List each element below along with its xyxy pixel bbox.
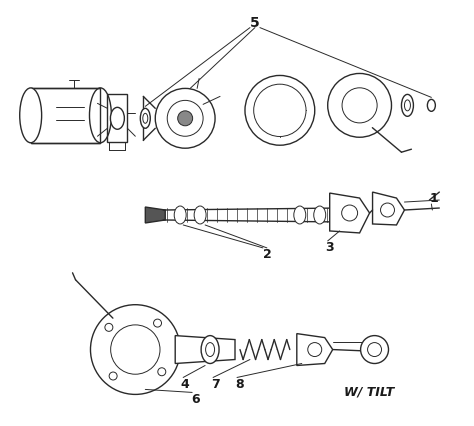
- Polygon shape: [175, 336, 235, 363]
- Text: 4: 4: [181, 378, 190, 391]
- Circle shape: [178, 111, 192, 126]
- Circle shape: [361, 336, 389, 363]
- Ellipse shape: [294, 206, 306, 224]
- Text: 6: 6: [191, 393, 200, 406]
- Polygon shape: [373, 192, 404, 225]
- Circle shape: [254, 84, 306, 136]
- Ellipse shape: [428, 99, 435, 111]
- Polygon shape: [108, 95, 128, 142]
- Text: 1: 1: [430, 192, 439, 204]
- Ellipse shape: [194, 206, 206, 224]
- Polygon shape: [146, 207, 165, 223]
- Text: 5: 5: [250, 16, 260, 30]
- Text: 2: 2: [263, 248, 271, 262]
- Text: 7: 7: [211, 378, 219, 391]
- Polygon shape: [31, 88, 100, 143]
- Circle shape: [91, 305, 180, 394]
- Text: 3: 3: [325, 242, 334, 254]
- Ellipse shape: [201, 336, 219, 363]
- Circle shape: [245, 75, 315, 145]
- Ellipse shape: [20, 88, 42, 143]
- Ellipse shape: [174, 206, 186, 224]
- Circle shape: [155, 89, 215, 148]
- Circle shape: [328, 73, 392, 137]
- Polygon shape: [297, 334, 333, 366]
- Polygon shape: [330, 193, 370, 233]
- Ellipse shape: [110, 107, 124, 129]
- Text: 8: 8: [236, 378, 244, 391]
- Ellipse shape: [314, 206, 326, 224]
- Ellipse shape: [140, 108, 150, 128]
- Text: W/ TILT: W/ TILT: [345, 386, 395, 399]
- Ellipse shape: [401, 95, 413, 116]
